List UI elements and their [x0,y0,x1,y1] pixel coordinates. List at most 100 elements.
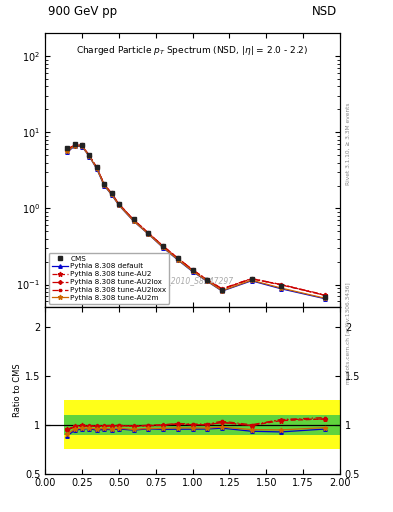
Pythia 8.308 tune-AU2m [205,278,210,284]
Pythia 8.308 default [249,278,254,284]
Pythia 8.308 tune-AU2loxx [161,243,165,249]
Pythia 8.308 tune-AU2 [146,230,151,236]
Pythia 8.308 default [72,143,77,149]
Pythia 8.308 tune-AU2 [190,267,195,273]
Pythia 8.308 tune-AU2loxx [87,153,92,159]
Pythia 8.308 tune-AU2lox [205,277,210,283]
CMS [116,201,121,207]
Pythia 8.308 tune-AU2loxx [80,142,84,148]
Pythia 8.308 tune-AU2m [102,182,107,188]
Pythia 8.308 default [205,279,210,285]
CMS [190,267,195,273]
Pythia 8.308 tune-AU2 [323,292,328,298]
Pythia 8.308 tune-AU2loxx [279,282,283,288]
Pythia 8.308 tune-AU2lox [72,142,77,148]
CMS [94,164,99,170]
Pythia 8.308 default [94,166,99,172]
Pythia 8.308 tune-AU2lox [161,243,165,249]
Pythia 8.308 tune-AU2 [176,255,180,261]
Pythia 8.308 default [146,231,151,237]
CMS [80,142,84,148]
CMS [323,294,328,301]
CMS [205,277,210,283]
Pythia 8.308 default [80,143,84,150]
Pythia 8.308 tune-AU2loxx [220,286,224,292]
Pythia 8.308 default [176,257,180,263]
Pythia 8.308 default [87,154,92,160]
Text: Charged Particle $p_T$ Spectrum (NSD, $|\eta|$ = 2.0 - 2.2): Charged Particle $p_T$ Spectrum (NSD, $|… [77,44,309,57]
Pythia 8.308 tune-AU2loxx [131,217,136,223]
Pythia 8.308 tune-AU2loxx [249,275,254,282]
CMS [65,145,70,151]
Pythia 8.308 tune-AU2m [131,218,136,224]
Pythia 8.308 tune-AU2m [146,231,151,237]
Pythia 8.308 tune-AU2m [72,142,77,148]
Pythia 8.308 tune-AU2loxx [109,190,114,196]
Pythia 8.308 tune-AU2m [109,191,114,198]
Line: Pythia 8.308 tune-AU2: Pythia 8.308 tune-AU2 [65,142,328,298]
Pythia 8.308 tune-AU2lox [109,190,114,197]
Pythia 8.308 tune-AU2m [220,288,224,294]
Pythia 8.308 tune-AU2m [87,154,92,160]
CMS [220,287,224,293]
CMS [249,275,254,282]
Pythia 8.308 tune-AU2lox [94,164,99,170]
Line: Pythia 8.308 tune-AU2loxx: Pythia 8.308 tune-AU2loxx [66,143,327,296]
CMS [131,216,136,222]
Pythia 8.308 default [161,245,165,251]
Pythia 8.308 tune-AU2 [109,190,114,197]
Pythia 8.308 tune-AU2m [161,244,165,250]
Pythia 8.308 default [323,296,328,302]
Pythia 8.308 tune-AU2loxx [94,164,99,170]
Pythia 8.308 tune-AU2m [190,268,195,274]
Pythia 8.308 tune-AU2loxx [205,276,210,283]
Pythia 8.308 tune-AU2loxx [323,292,328,298]
Pythia 8.308 default [279,286,283,292]
CMS [279,283,283,289]
Pythia 8.308 tune-AU2loxx [65,147,70,153]
Pythia 8.308 tune-AU2m [65,148,70,155]
Line: CMS: CMS [65,142,328,300]
Pythia 8.308 tune-AU2 [279,282,283,288]
Pythia 8.308 tune-AU2loxx [102,181,107,187]
Pythia 8.308 tune-AU2 [131,217,136,223]
Pythia 8.308 tune-AU2 [102,181,107,187]
Pythia 8.308 tune-AU2 [205,277,210,283]
Pythia 8.308 default [220,288,224,294]
CMS [109,190,114,196]
CMS [72,141,77,147]
Text: CMS_2010_S8547297: CMS_2010_S8547297 [151,276,234,286]
Pythia 8.308 default [131,218,136,224]
Pythia 8.308 tune-AU2lox [131,217,136,223]
Pythia 8.308 tune-AU2lox [116,201,121,207]
CMS [176,255,180,262]
Pythia 8.308 tune-AU2m [94,165,99,172]
Text: NSD: NSD [312,5,337,18]
Pythia 8.308 tune-AU2lox [87,153,92,159]
Legend: CMS, Pythia 8.308 default, Pythia 8.308 tune-AU2, Pythia 8.308 tune-AU2lox, Pyth: CMS, Pythia 8.308 default, Pythia 8.308 … [49,253,169,304]
Y-axis label: Ratio to CMS: Ratio to CMS [13,364,22,417]
Pythia 8.308 tune-AU2lox [279,282,283,288]
Text: 900 GeV pp: 900 GeV pp [48,5,117,18]
Pythia 8.308 tune-AU2lox [249,275,254,282]
Pythia 8.308 tune-AU2loxx [72,142,77,148]
Line: Pythia 8.308 tune-AU2lox: Pythia 8.308 tune-AU2lox [66,143,327,297]
Line: Pythia 8.308 tune-AU2m: Pythia 8.308 tune-AU2m [65,143,328,301]
Pythia 8.308 tune-AU2m [116,202,121,208]
Pythia 8.308 tune-AU2lox [190,267,195,273]
Pythia 8.308 tune-AU2m [279,285,283,291]
Pythia 8.308 tune-AU2loxx [176,255,180,261]
Pythia 8.308 tune-AU2lox [220,286,224,292]
Pythia 8.308 tune-AU2 [220,286,224,292]
Pythia 8.308 tune-AU2 [72,141,77,147]
Pythia 8.308 tune-AU2 [116,201,121,207]
Pythia 8.308 tune-AU2 [80,142,84,148]
Line: Pythia 8.308 default: Pythia 8.308 default [66,144,327,301]
Pythia 8.308 tune-AU2 [65,146,70,153]
CMS [87,152,92,158]
Pythia 8.308 tune-AU2 [87,153,92,159]
Pythia 8.308 tune-AU2 [161,243,165,249]
Pythia 8.308 default [109,191,114,198]
CMS [161,243,165,249]
Pythia 8.308 tune-AU2lox [176,255,180,261]
